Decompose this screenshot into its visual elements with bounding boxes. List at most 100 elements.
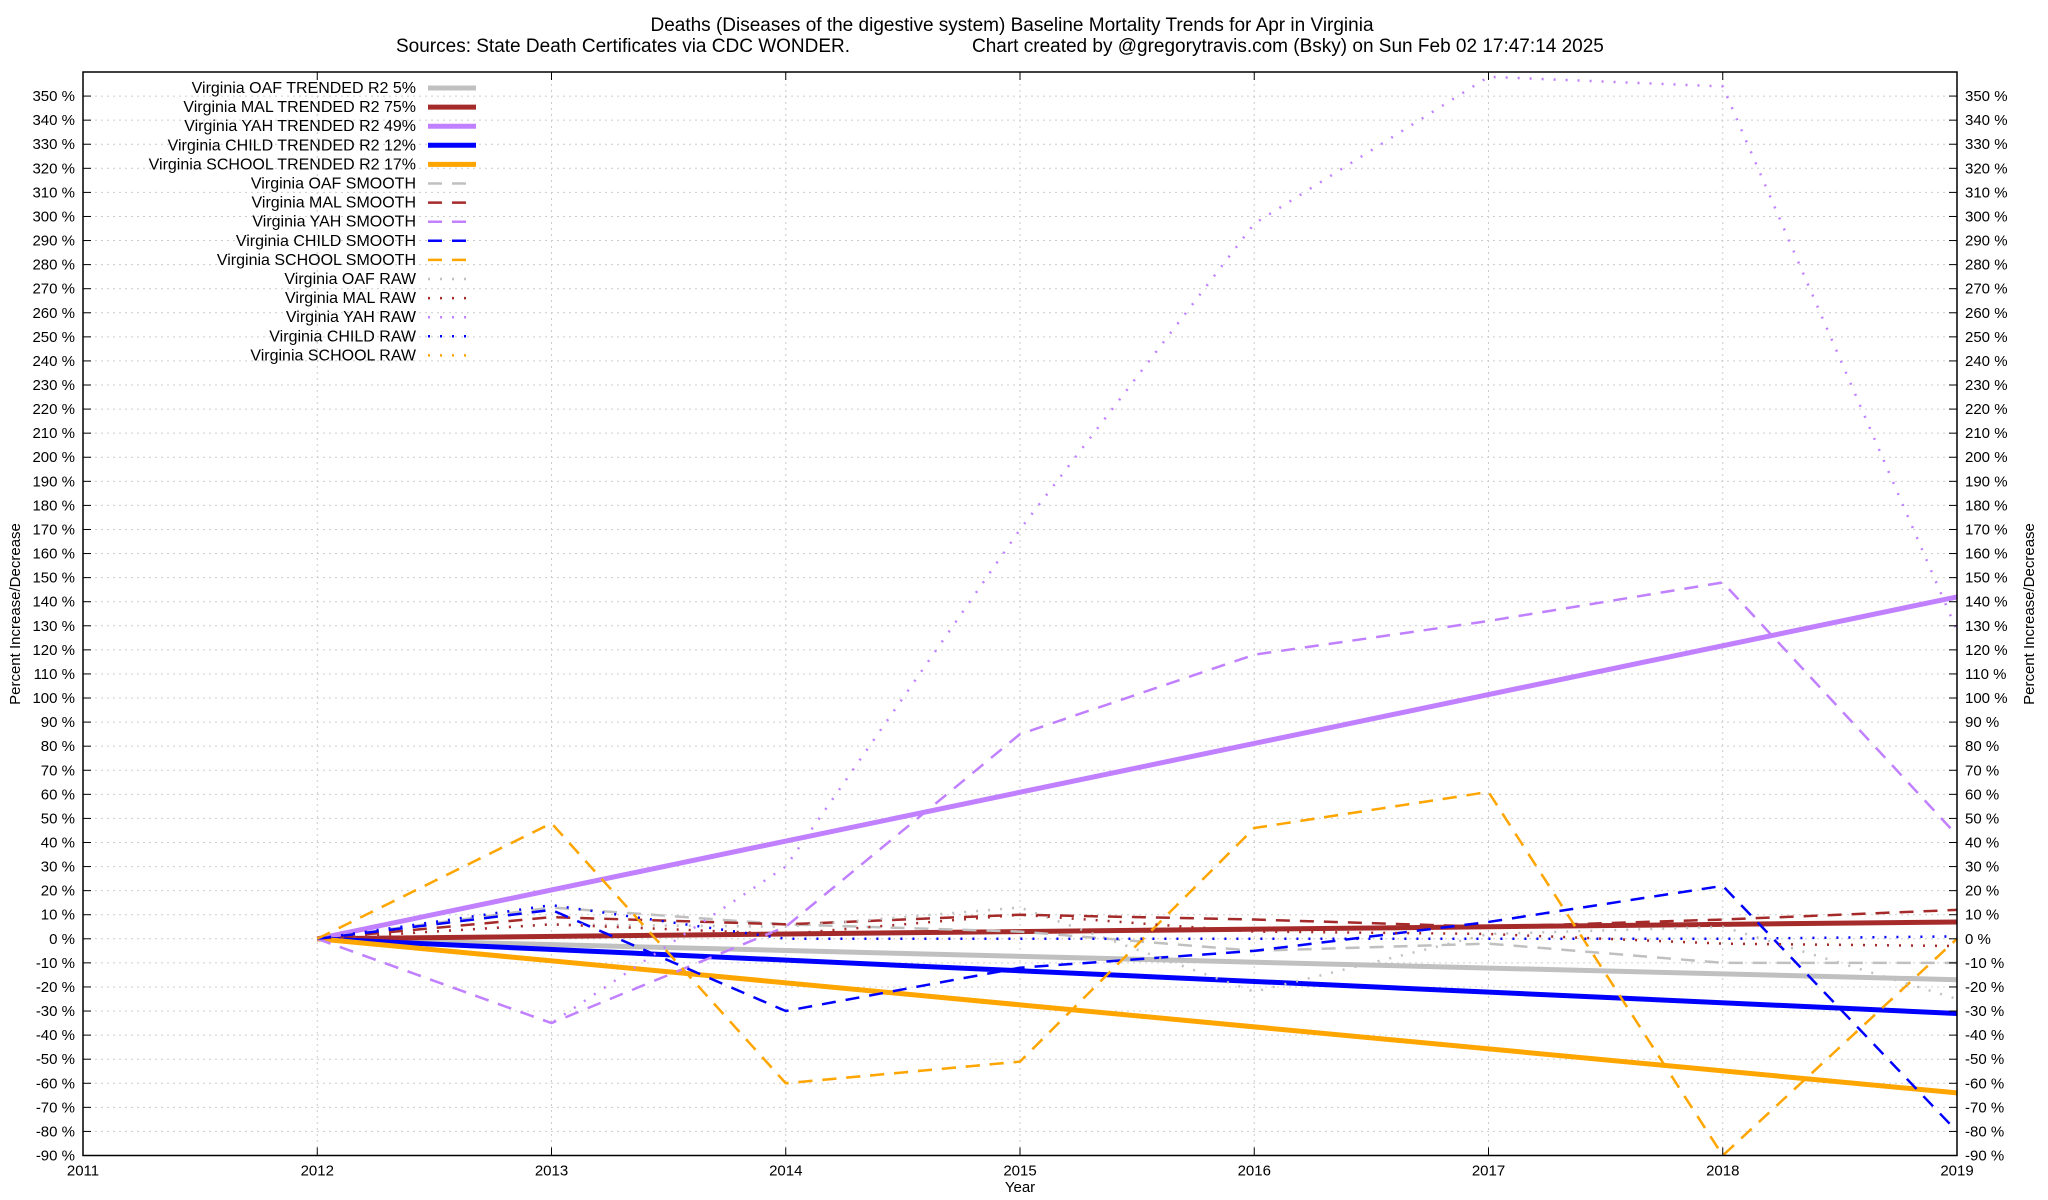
x-tick-label: 2018 xyxy=(1706,1163,1739,1180)
y-tick-label: 130 % xyxy=(32,618,75,635)
x-tick-label: 2016 xyxy=(1238,1163,1271,1180)
y-tick-label: 30 % xyxy=(41,859,75,876)
y2-tick-label: -40 % xyxy=(1965,1027,2004,1044)
y-tick-label: 60 % xyxy=(41,786,75,803)
x-tick-label: 2012 xyxy=(301,1163,334,1180)
y-tick-label: 150 % xyxy=(32,570,75,587)
y-tick-label: 180 % xyxy=(32,497,75,514)
series-line-virginia-school-trended-r2-17 xyxy=(317,936,1957,1096)
legend-label: Virginia OAF TRENDED R2 5% xyxy=(192,80,416,97)
legend-label: Virginia YAH SMOOTH xyxy=(252,214,416,231)
y-tick-label: 200 % xyxy=(32,449,75,466)
y-tick-label: 300 % xyxy=(32,208,75,225)
y2-tick-label: 320 % xyxy=(1965,160,2008,177)
y-tick-label: -10 % xyxy=(36,955,75,972)
series-line-virginia-yah-raw xyxy=(316,75,1957,1025)
series-line-virginia-yah-trended-r2-49 xyxy=(316,594,1957,942)
series-line-virginia-child-trended-r2-12 xyxy=(317,936,1957,1016)
y-tick-label: 80 % xyxy=(41,738,75,755)
y-tick-label: 350 % xyxy=(32,88,75,105)
y2-tick-label: 30 % xyxy=(1965,859,1999,876)
y-tick-label: 230 % xyxy=(32,377,75,394)
y-tick-label: 270 % xyxy=(32,281,75,298)
y2-tick-label: -30 % xyxy=(1965,1003,2004,1020)
y-tick-label: 40 % xyxy=(41,834,75,851)
x-tick-label: 2011 xyxy=(67,1163,99,1180)
y2-tick-label: 220 % xyxy=(1965,401,2008,418)
legend-label: Virginia MAL TRENDED R2 75% xyxy=(183,99,416,116)
y2-tick-label: 210 % xyxy=(1965,425,2008,442)
y2-tick-label: -60 % xyxy=(1965,1075,2004,1092)
y2-tick-label: 270 % xyxy=(1965,281,2008,298)
y2-tick-label: 160 % xyxy=(1965,546,2008,563)
y2-tick-label: 150 % xyxy=(1965,570,2008,587)
legend-label: Virginia OAF RAW xyxy=(284,271,416,288)
chart-subtitle-sources: Sources: State Death Certificates via CD… xyxy=(396,36,850,57)
y2-tick-label: 170 % xyxy=(1965,521,2008,538)
y-tick-label: -50 % xyxy=(36,1051,75,1068)
y-tick-label: 70 % xyxy=(41,762,75,779)
y-tick-label: 100 % xyxy=(32,690,75,707)
y2-tick-label: 260 % xyxy=(1965,305,2008,322)
y2-tick-label: 240 % xyxy=(1965,353,2008,370)
x-axis-title: Year xyxy=(1005,1179,1035,1196)
y2-tick-label: -90 % xyxy=(1965,1148,2004,1165)
x-tick-label: 2014 xyxy=(769,1163,802,1180)
series-lines xyxy=(316,75,1957,1156)
y2-tick-label: 340 % xyxy=(1965,112,2008,129)
legend-label: Virginia CHILD SMOOTH xyxy=(236,233,416,250)
x-tick-label: 2013 xyxy=(535,1163,568,1180)
y2-tick-label: 190 % xyxy=(1965,473,2008,490)
y-tick-label: 250 % xyxy=(32,329,75,346)
y-tick-label: 280 % xyxy=(32,257,75,274)
y-tick-label: -40 % xyxy=(36,1027,75,1044)
series-line-virginia-mal-trended-r2-75 xyxy=(317,919,1957,942)
y-tick-label: 290 % xyxy=(32,233,75,250)
y2-tick-label: 20 % xyxy=(1965,883,1999,900)
y2-tick-label: -50 % xyxy=(1965,1051,2004,1068)
legend-label: Virginia SCHOOL SMOOTH xyxy=(217,252,416,269)
y2-tick-label: 330 % xyxy=(1965,136,2008,153)
y2-tick-label: 310 % xyxy=(1965,184,2008,201)
y-tick-label: 140 % xyxy=(32,594,75,611)
y2-tick-label: 70 % xyxy=(1965,762,1999,779)
y-tick-label: -30 % xyxy=(36,1003,75,1020)
y-tick-label: -90 % xyxy=(36,1148,75,1165)
y2-tick-label: 50 % xyxy=(1965,810,1999,827)
y2-tick-label: 110 % xyxy=(1965,666,2006,683)
y-tick-label: 240 % xyxy=(32,353,75,370)
series-line-virginia-mal-smooth xyxy=(317,908,1957,941)
y-tick-label: 340 % xyxy=(32,112,75,129)
y-tick-label: 260 % xyxy=(32,305,75,322)
y-tick-label: 120 % xyxy=(32,642,75,659)
y2-tick-label: 60 % xyxy=(1965,786,1999,803)
y-tick-label: 90 % xyxy=(41,714,75,731)
y-tick-label: 160 % xyxy=(32,546,75,563)
legend-label: Virginia CHILD RAW xyxy=(269,328,417,345)
y2-tick-label: 290 % xyxy=(1965,233,2008,250)
y-tick-label: 220 % xyxy=(32,401,75,418)
y-tick-label: -80 % xyxy=(36,1123,75,1140)
y-axis-title: Percent Increase/Decrease xyxy=(7,523,24,705)
y2-tick-label: 140 % xyxy=(1965,594,2008,611)
legend-label: Virginia SCHOOL TRENDED R2 17% xyxy=(149,156,416,173)
y-tick-label: 310 % xyxy=(32,184,75,201)
y-tick-label: 320 % xyxy=(32,160,75,177)
y2-tick-label: 300 % xyxy=(1965,208,2008,225)
y2-tick-label: 230 % xyxy=(1965,377,2008,394)
legend-label: Virginia OAF SMOOTH xyxy=(251,176,416,193)
y-tick-label: -70 % xyxy=(36,1099,75,1116)
legend-label: Virginia MAL RAW xyxy=(285,290,417,307)
legend-label: Virginia YAH TRENDED R2 49% xyxy=(184,118,416,135)
y2-tick-label: 130 % xyxy=(1965,618,2008,635)
y2-axis-title: Percent Increase/Decrease xyxy=(2021,523,2038,705)
y2-tick-label: 350 % xyxy=(1965,88,2008,105)
y-tick-label: 190 % xyxy=(32,473,75,490)
legend-label: Virginia YAH RAW xyxy=(286,309,417,326)
y-tick-label: 330 % xyxy=(32,136,75,153)
series-line-virginia-oaf-raw xyxy=(317,906,1957,1001)
y2-tick-label: -80 % xyxy=(1965,1123,2004,1140)
x-tick-label: 2017 xyxy=(1472,1163,1505,1180)
y-tick-label: -20 % xyxy=(36,979,75,996)
series-line-virginia-school-smooth xyxy=(316,790,1957,1156)
